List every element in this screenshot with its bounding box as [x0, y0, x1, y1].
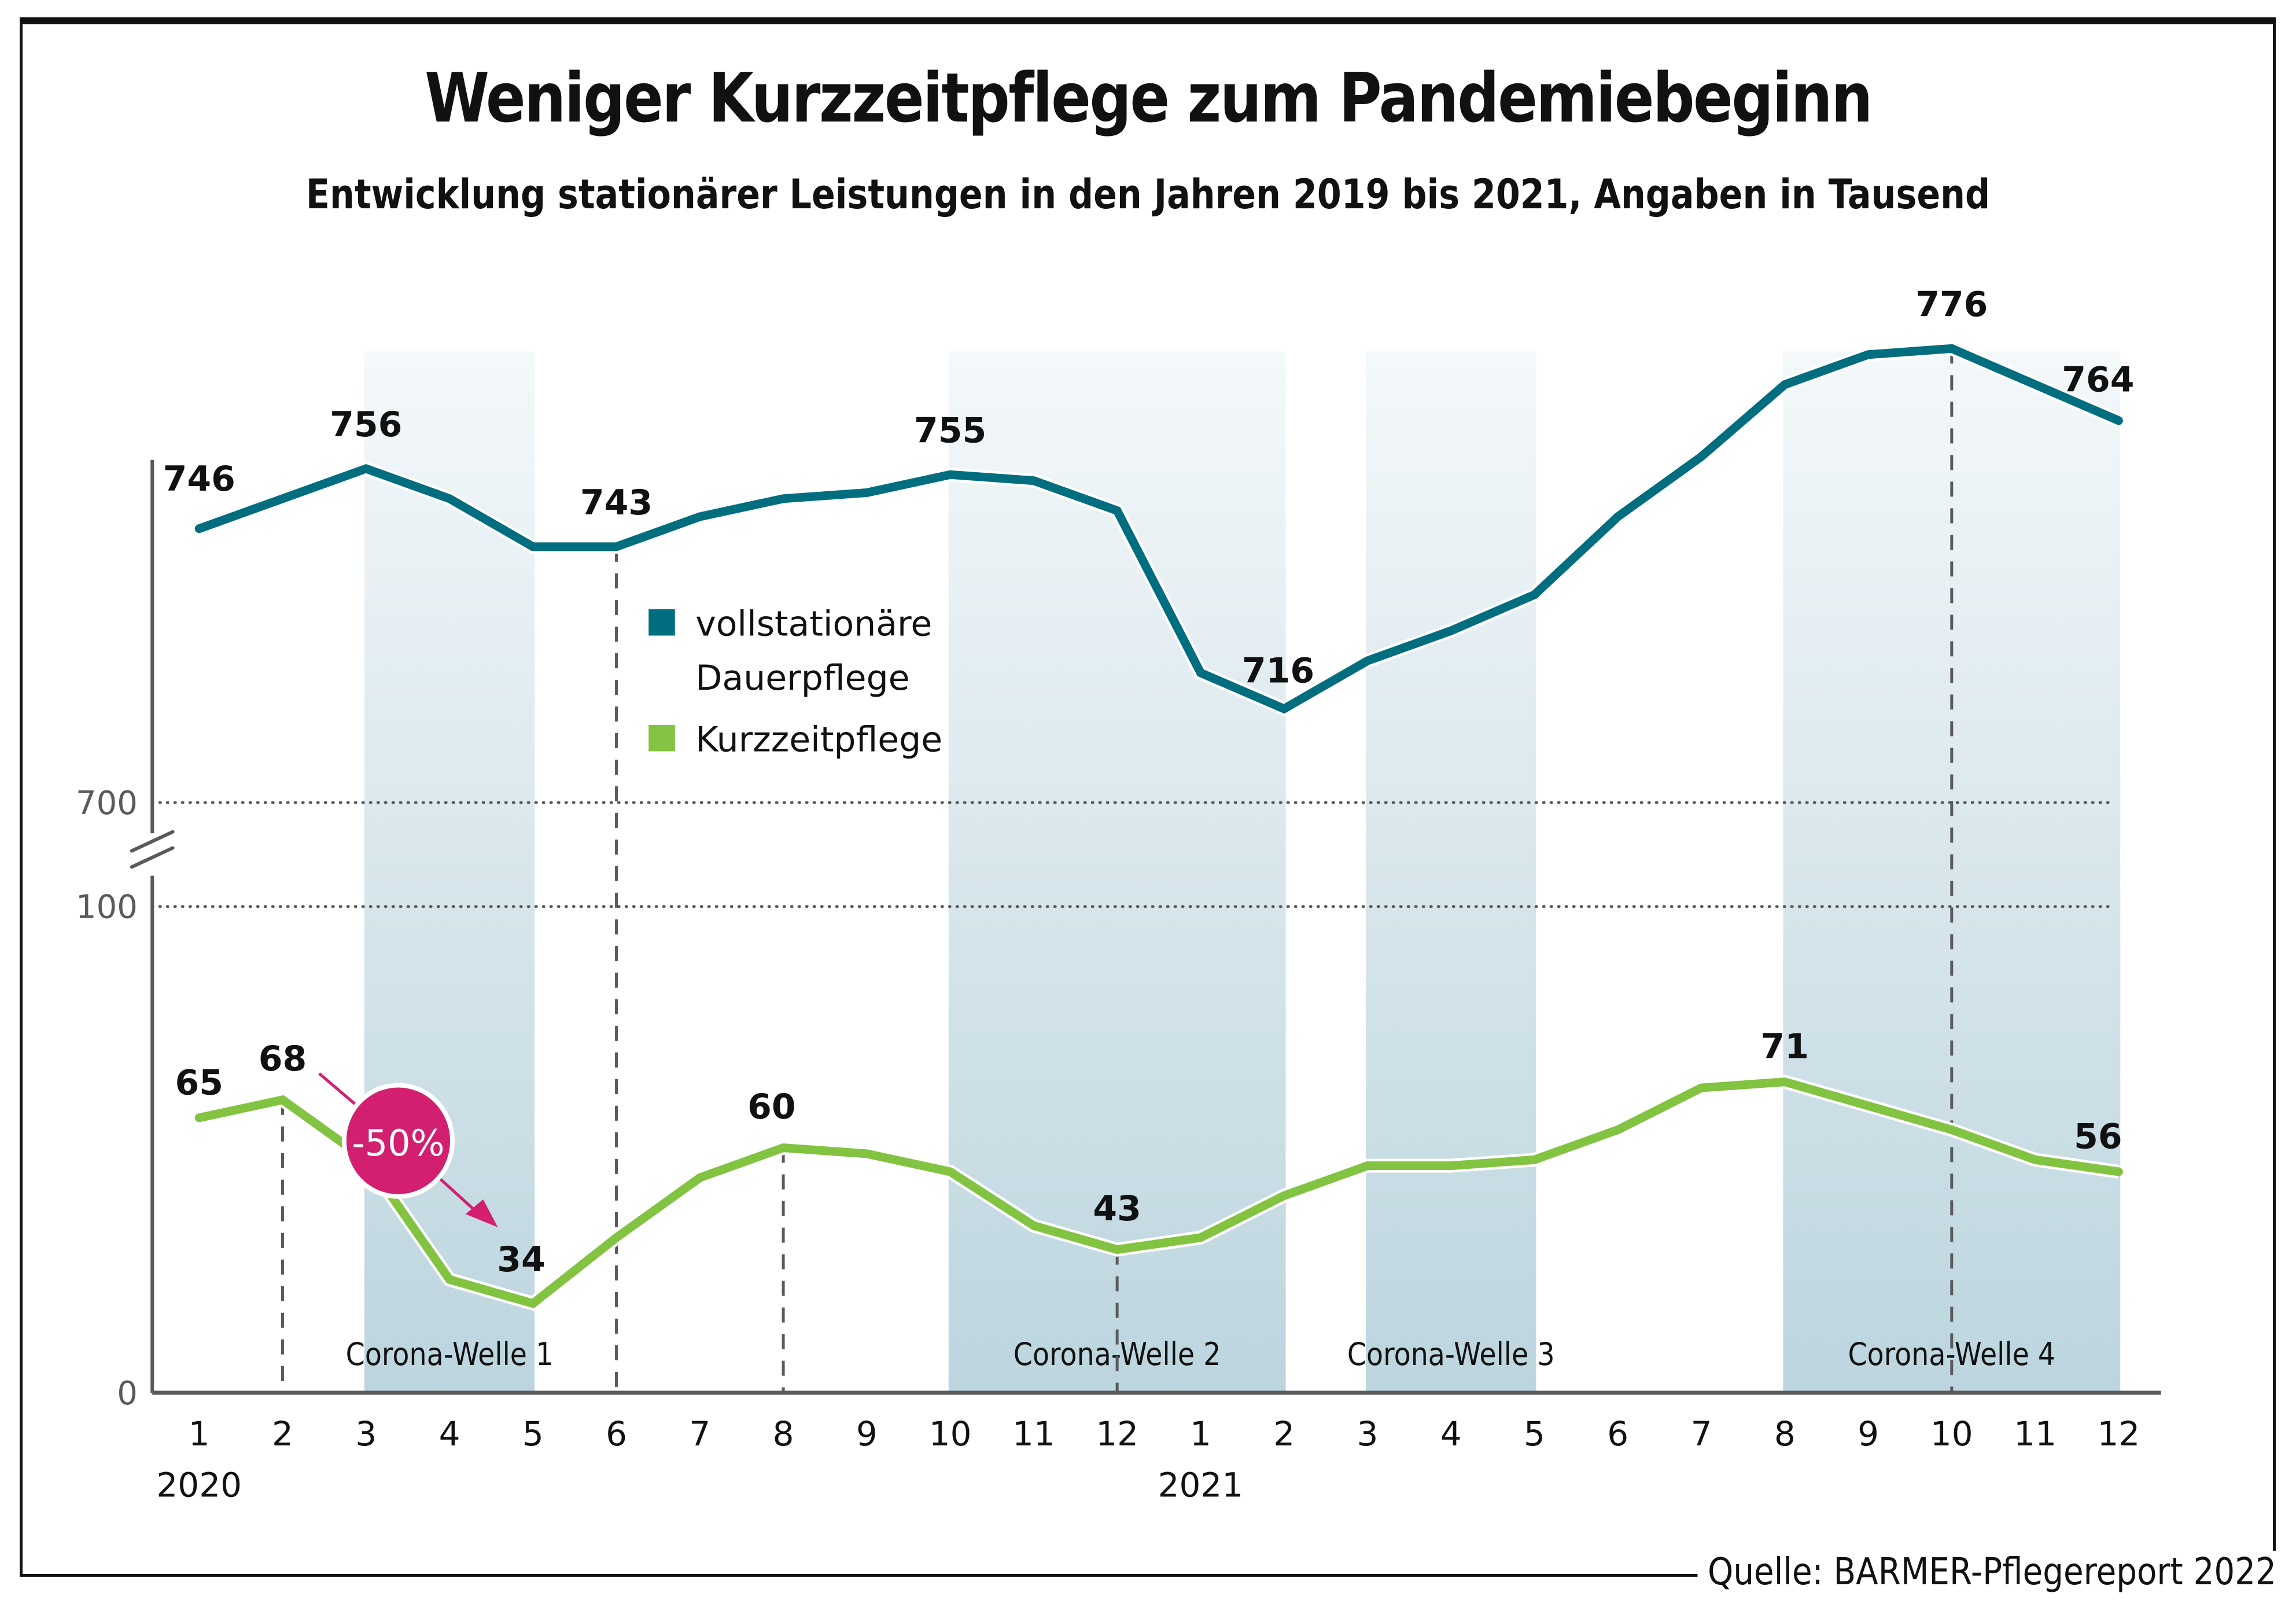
- shaded-period: [1366, 351, 1536, 1393]
- y-tick-label: 100: [76, 889, 138, 926]
- x-tick-label: 9: [856, 1414, 878, 1454]
- series-line: [194, 344, 2123, 714]
- x-tick-label: 12: [1096, 1414, 1138, 1454]
- x-tick-label: 10: [929, 1414, 972, 1454]
- chart-title: Weniger Kurzzeitpflege zum Pandemiebegin…: [425, 58, 1873, 138]
- x-tick-label: 5: [522, 1414, 544, 1454]
- data-label: 71: [1761, 1026, 1809, 1067]
- annotation-badge: [341, 1083, 455, 1199]
- data-label: 65: [175, 1062, 223, 1103]
- gridlines: [150, 801, 2110, 908]
- x-tick-label: 6: [606, 1414, 627, 1454]
- legend: vollstationäre Dauerpflege Kurzzeitpflege: [648, 604, 942, 760]
- x-tick-label: 12: [2097, 1414, 2140, 1454]
- x-tick-label: 5: [1524, 1414, 1545, 1454]
- x-tick-label: 1: [189, 1414, 210, 1454]
- data-label: 68: [259, 1039, 307, 1079]
- series-lines: [194, 341, 2123, 1311]
- legend-label: Kurzzeitpflege: [695, 719, 942, 760]
- data-label: 746: [163, 459, 235, 499]
- data-label: 764: [2062, 359, 2134, 400]
- data-label: 60: [747, 1087, 796, 1127]
- x-tick-label: 10: [1930, 1414, 1973, 1454]
- source-note: Quelle: BARMER-Pflegereport 2022: [1697, 1551, 2276, 1594]
- legend-swatch: [648, 609, 675, 636]
- data-label: 756: [330, 404, 402, 445]
- year-label: 2021: [1158, 1466, 1244, 1505]
- legend-label: vollstationäre: [695, 604, 932, 644]
- legend-label: Dauerpflege: [695, 658, 909, 698]
- arrow-head-icon: [465, 1199, 498, 1227]
- axis-break-mark: [130, 830, 175, 853]
- shaded-period-label: Corona-Welle 1: [346, 1336, 554, 1372]
- data-label: 776: [1915, 285, 1988, 325]
- annotation-label: -50%: [352, 1122, 444, 1164]
- data-label: 743: [580, 483, 653, 523]
- legend-swatch: [648, 724, 675, 752]
- x-tick-label: 2: [1273, 1414, 1295, 1454]
- chart-subtitle: Entwicklung stationärer Leistungen in de…: [305, 171, 1991, 218]
- x-tick-label: 3: [1357, 1414, 1379, 1454]
- data-labels: 746 756 743 755 716 776 764 65 68 34 60 43 71 56: [163, 285, 2135, 1280]
- chart-frame: [20, 17, 2276, 1577]
- x-tick-label: 1: [1190, 1414, 1211, 1454]
- y-tick-label: 700: [76, 785, 138, 822]
- annotation: -50%: [318, 1072, 498, 1227]
- data-label: 716: [1242, 650, 1314, 691]
- x-tick-label: 9: [1858, 1414, 1879, 1454]
- data-label: 43: [1093, 1188, 1141, 1229]
- data-label: 755: [914, 411, 986, 451]
- axis-break-mark: [130, 846, 175, 869]
- x-tick-label: 11: [1012, 1414, 1055, 1454]
- data-label: 56: [2074, 1117, 2122, 1157]
- shaded-period-label: Corona-Welle 3: [1347, 1336, 1555, 1372]
- reference-lines: [281, 348, 1954, 1393]
- x-tick-label: 3: [355, 1414, 377, 1454]
- shaded-period: [1783, 351, 2121, 1393]
- year-label: 2020: [156, 1466, 242, 1505]
- x-tick-label: 2: [272, 1414, 293, 1454]
- shaded-period: [364, 351, 535, 1393]
- x-tick-label: 7: [1691, 1414, 1712, 1454]
- x-tick-label: 6: [1607, 1414, 1628, 1454]
- x-tick-label: 11: [2014, 1414, 2057, 1454]
- x-tick-label: 4: [1440, 1414, 1462, 1454]
- data-label: 34: [497, 1239, 546, 1280]
- series-line: [194, 1077, 2123, 1309]
- x-tick-label: 4: [439, 1414, 460, 1454]
- y-tick-label: 0: [117, 1375, 138, 1412]
- x-tick-label: 8: [1774, 1414, 1796, 1454]
- x-tick-label: 7: [689, 1414, 710, 1454]
- x-tick-label: 8: [773, 1414, 794, 1454]
